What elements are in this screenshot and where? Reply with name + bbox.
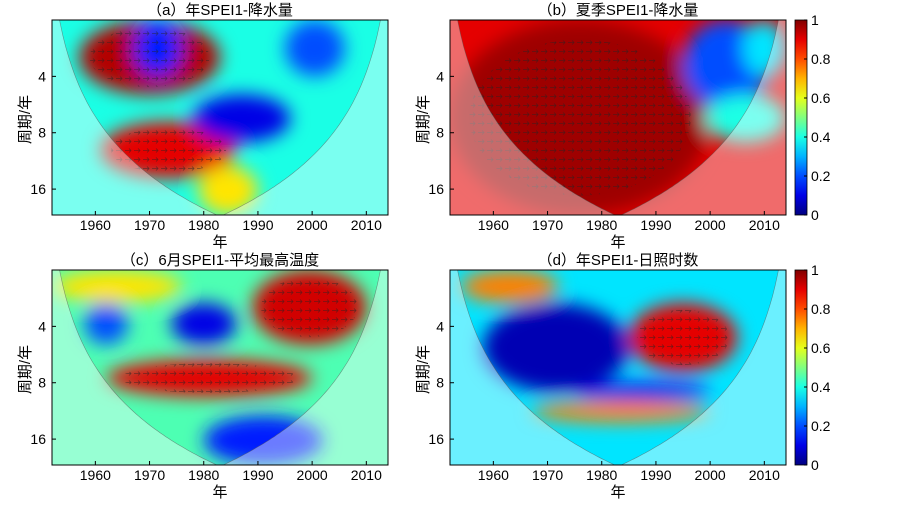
colorbar-tick-label: 0.8 bbox=[811, 301, 831, 317]
x-tick-label: 1990 bbox=[640, 467, 671, 483]
colorbar-tick-label: 0.2 bbox=[811, 168, 831, 184]
x-tick-label: 1980 bbox=[188, 217, 219, 233]
y-tick-label: 4 bbox=[38, 318, 46, 334]
colorbar-tick-label: 0.8 bbox=[811, 51, 831, 67]
x-tick-label: 1970 bbox=[134, 467, 165, 483]
x-tick-label: 1980 bbox=[586, 217, 617, 233]
y-tick-label: 4 bbox=[436, 68, 444, 84]
phase-arrows bbox=[89, 27, 210, 88]
x-tick-label: 1970 bbox=[134, 217, 165, 233]
x-tick-label: 2010 bbox=[351, 217, 382, 233]
coherence-region bbox=[285, 20, 345, 77]
x-tick-label: 1970 bbox=[532, 217, 563, 233]
y-axis-label: 周期/年 bbox=[415, 94, 433, 144]
colorbar: 0 0.2 0.4 0.6 0.8 1 bbox=[794, 262, 831, 473]
x-axis-label: 年 bbox=[212, 484, 228, 501]
y-tick-label: 4 bbox=[436, 318, 444, 334]
coherence-region bbox=[84, 302, 128, 345]
colorbar-tick-label: 0.4 bbox=[811, 129, 831, 145]
coherence-region bbox=[203, 415, 323, 465]
coherence-region bbox=[704, 94, 786, 143]
coherence-region bbox=[482, 302, 629, 393]
colorbar-tick-label: 0.2 bbox=[811, 418, 831, 434]
phase-arrows bbox=[636, 309, 730, 365]
y-tick-label: 8 bbox=[436, 375, 444, 391]
colorbar-tick-label: 0 bbox=[811, 207, 819, 223]
x-axis-label: 年 bbox=[610, 234, 626, 251]
wavelet-coherence-plot: 1960 1970 1980 1990 2000 2010 4 8 16 bbox=[428, 19, 787, 233]
y-axis-label: 周期/年 bbox=[415, 344, 433, 394]
y-tick-label: 4 bbox=[38, 68, 46, 84]
x-tick-label: 1980 bbox=[188, 467, 219, 483]
wavelet-coherence-plot: 1960 1970 1980 1990 2000 2010 4 8 16 bbox=[30, 19, 389, 233]
cone-of-influence bbox=[52, 270, 388, 465]
coherence-region bbox=[52, 270, 183, 303]
x-tick-label: 1960 bbox=[80, 467, 111, 483]
x-tick-label: 1960 bbox=[478, 467, 509, 483]
x-tick-label: 2010 bbox=[749, 467, 780, 483]
plot-frame bbox=[449, 269, 787, 466]
panel-title: （c）6月SPEI1-平均最高温度 bbox=[120, 252, 320, 269]
phase-arrows bbox=[121, 363, 297, 393]
coherence-region bbox=[192, 94, 291, 143]
colorbar-tick-label: 1 bbox=[811, 12, 819, 28]
y-tick-label: 16 bbox=[30, 181, 46, 197]
x-tick-label: 1980 bbox=[586, 467, 617, 483]
cone-of-influence bbox=[450, 270, 786, 465]
x-tick-label: 2000 bbox=[695, 217, 726, 233]
colorbar-tick-label: 0.4 bbox=[811, 379, 831, 395]
x-tick-label: 2010 bbox=[351, 467, 382, 483]
cone-of-influence bbox=[450, 20, 786, 215]
colorbar-tick-label: 0.6 bbox=[811, 340, 831, 356]
y-tick-label: 16 bbox=[428, 431, 444, 447]
coherence-region bbox=[531, 400, 711, 423]
colorbar: 0 0.2 0.4 0.6 0.8 1 bbox=[794, 12, 831, 223]
x-axis-label: 年 bbox=[610, 484, 626, 501]
y-axis-label: 周期/年 bbox=[17, 94, 35, 144]
x-tick-label: 1990 bbox=[242, 217, 273, 233]
coherence-region bbox=[171, 302, 237, 345]
wavelet-coherence-plot: 1960 1970 1980 1990 2000 2010 4 8 16 bbox=[428, 269, 787, 483]
x-tick-label: 2000 bbox=[695, 467, 726, 483]
x-tick-label: 1970 bbox=[532, 467, 563, 483]
panel-title: （d）年SPEI1-日照时数 bbox=[537, 252, 699, 269]
panel-title: （b）夏季SPEI1-降水量 bbox=[537, 2, 699, 19]
colorbar-tick-label: 0.6 bbox=[811, 90, 831, 106]
x-tick-label: 2000 bbox=[297, 217, 328, 233]
coherence-region bbox=[198, 165, 258, 215]
y-tick-label: 8 bbox=[38, 125, 46, 141]
colorbar-tick-label: 1 bbox=[811, 262, 819, 278]
x-tick-label: 2000 bbox=[297, 467, 328, 483]
cone-of-influence bbox=[52, 20, 388, 215]
plot-frame bbox=[449, 19, 787, 216]
coherence-region bbox=[460, 270, 559, 303]
colorbar-tick-label: 0 bbox=[811, 457, 819, 473]
y-tick-label: 16 bbox=[428, 181, 444, 197]
x-tick-label: 1990 bbox=[640, 217, 671, 233]
plot-frame bbox=[51, 19, 389, 216]
x-tick-label: 1990 bbox=[242, 467, 273, 483]
phase-arrows bbox=[469, 39, 691, 196]
x-axis-label: 年 bbox=[212, 234, 228, 251]
panel-title: （a）年SPEI1-降水量 bbox=[147, 2, 293, 19]
y-tick-label: 8 bbox=[38, 375, 46, 391]
y-tick-label: 8 bbox=[436, 125, 444, 141]
x-tick-label: 2010 bbox=[749, 217, 780, 233]
x-tick-label: 1960 bbox=[478, 217, 509, 233]
y-axis-label: 周期/年 bbox=[17, 344, 35, 394]
coherence-region bbox=[574, 382, 711, 401]
plot-frame bbox=[51, 269, 389, 466]
phase-arrows bbox=[110, 127, 227, 173]
wavelet-coherence-plot: 1960 1970 1980 1990 2000 2010 4 8 16 bbox=[30, 269, 389, 483]
y-tick-label: 16 bbox=[30, 431, 46, 447]
phase-arrows bbox=[261, 277, 358, 338]
x-tick-label: 1960 bbox=[80, 217, 111, 233]
